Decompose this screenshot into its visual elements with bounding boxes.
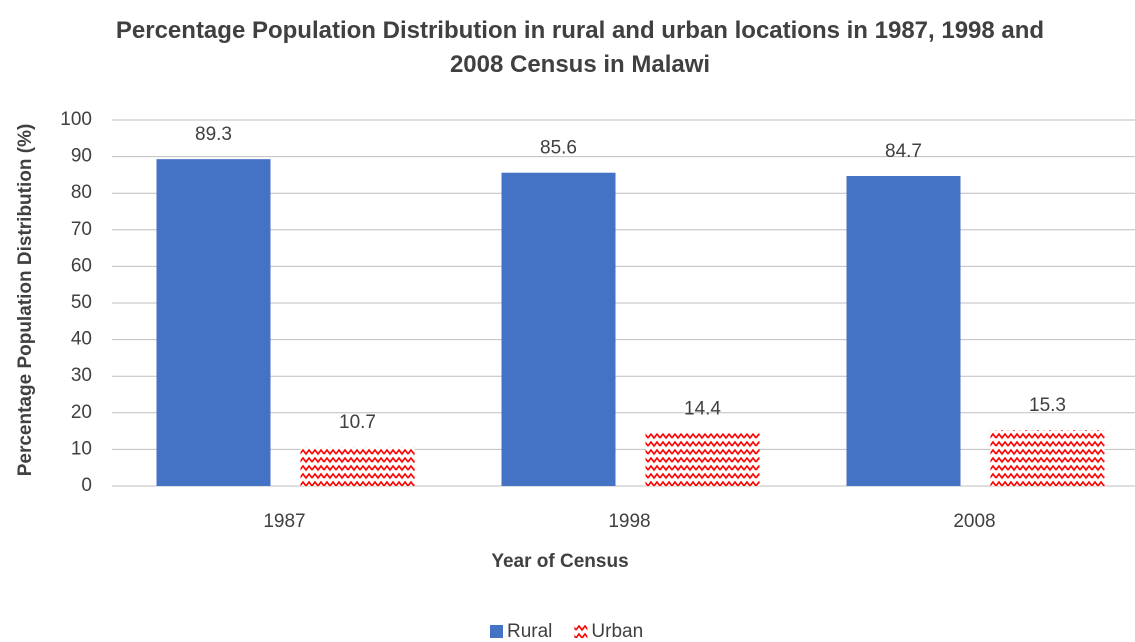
data-label: 14.4 [684,398,721,419]
bar [156,159,271,487]
y-tick-label: 80 [71,182,92,203]
x-tick-label: 1987 [263,511,305,532]
bar [645,433,760,486]
legend-label: Rural [507,621,552,642]
data-label: 10.7 [339,412,376,433]
y-tick-label: 90 [71,146,92,167]
y-tick-label: 0 [81,475,92,496]
x-axis-title: Year of Census [491,551,628,572]
bar [846,175,961,487]
data-label: 89.3 [195,124,232,145]
data-label: 84.7 [885,141,922,162]
bar [300,446,415,486]
y-tick-label: 50 [71,292,92,313]
data-label: 85.6 [540,138,577,159]
data-label: 15.3 [1029,395,1066,416]
y-tick-label: 100 [60,109,92,130]
bar [501,172,616,487]
y-tick-label: 40 [71,329,92,350]
legend-swatch [490,625,503,638]
chart-title: Percentage Population Distribution in ru… [115,17,1045,78]
x-tick-label: 1998 [608,511,650,532]
y-tick-label: 60 [71,255,92,276]
y-tick-label: 10 [71,438,92,459]
bar [990,430,1105,486]
y-axis-title: Percentage Population Distribution (%) [15,124,36,477]
legend-label: Urban [591,621,643,642]
y-tick-label: 20 [71,402,92,423]
legend-swatch [574,625,588,638]
y-tick-label: 30 [71,365,92,386]
y-tick-label: 70 [71,219,92,240]
x-tick-label: 2008 [953,511,995,532]
